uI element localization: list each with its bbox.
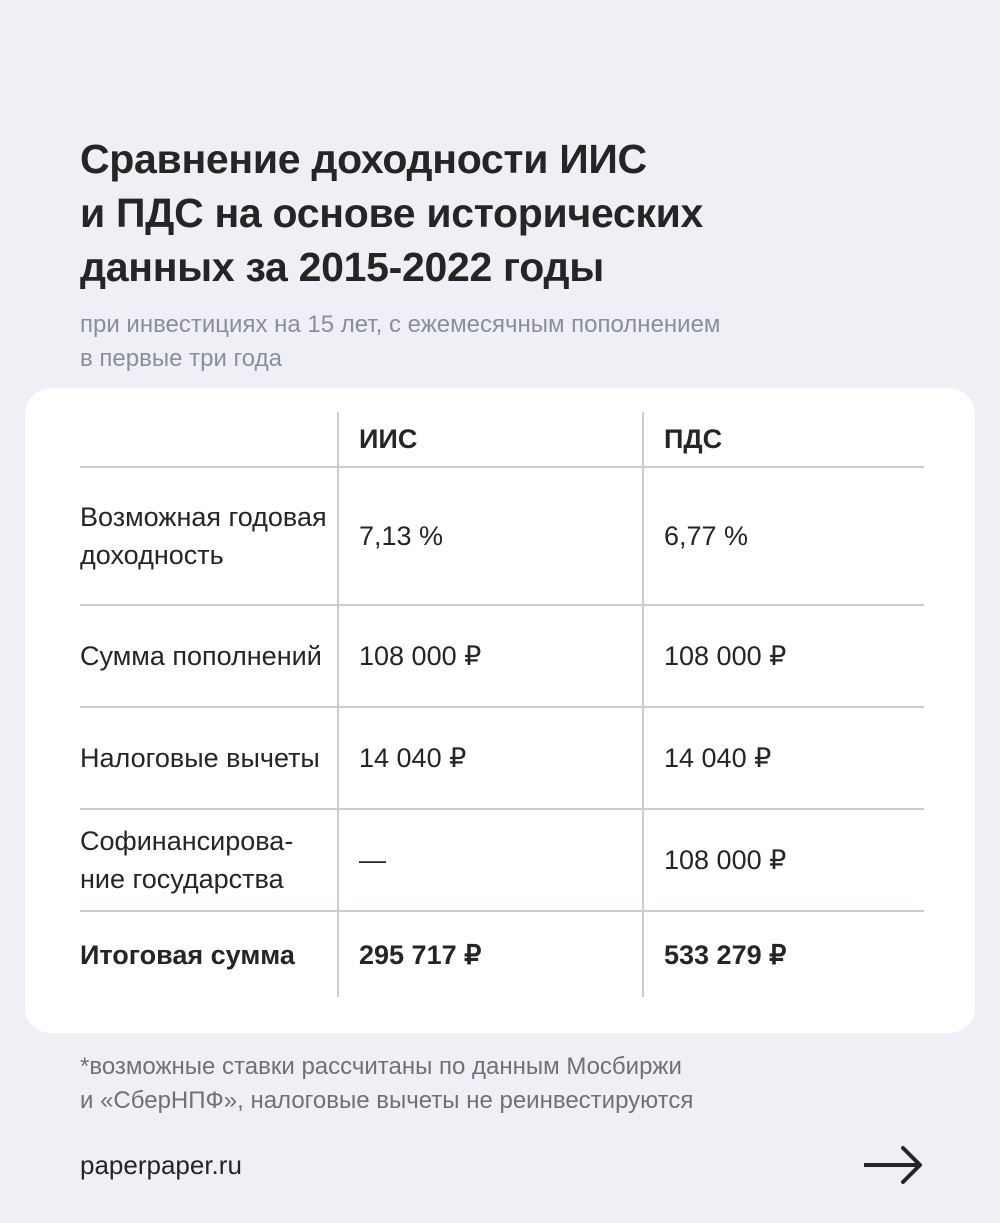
footnote: *возможные ставки рассчитаны по данным М… (80, 1050, 693, 1118)
subtitle: при инвестициях на 15 лет, с ежемесячным… (80, 308, 720, 376)
footnote-line: и «СберНПФ», налоговые вычеты не реинвес… (80, 1087, 694, 1114)
table-row: Возможная годовая доходность 7,13 % 6,77… (80, 466, 924, 605)
comparison-card: ИИС ПДС Возможная годовая доходность 7,1… (25, 388, 975, 1033)
header-pds: ПДС (642, 412, 924, 467)
header-iis: ИИС (337, 412, 643, 467)
row-label: Итоговая сумма (80, 910, 338, 997)
iis-value: 7,13 % (337, 466, 643, 605)
row-label: Налоговые вычеты (80, 706, 338, 809)
row-label: Софинансирова- ние государства (80, 808, 338, 911)
title-line: Сравнение доходности ИИС (80, 136, 647, 182)
arrow-right-icon[interactable] (864, 1145, 924, 1185)
iis-value: 108 000 ₽ (337, 604, 643, 707)
subtitle-line: в первые три года (80, 345, 282, 372)
iis-value: 14 040 ₽ (337, 706, 643, 809)
title-line: и ПДС на основе исторических (80, 190, 704, 236)
subtitle-line: при инвестициях на 15 лет, с ежемесячным… (80, 311, 721, 338)
table-row: Сумма пополнений 108 000 ₽ 108 000 ₽ (80, 604, 924, 707)
title-line: данных за 2015-2022 годы (80, 244, 604, 290)
table-row-total: Итоговая сумма 295 717 ₽ 533 279 ₽ (80, 910, 924, 997)
header-empty (80, 412, 338, 467)
table-row: Налоговые вычеты 14 040 ₽ 14 040 ₽ (80, 706, 924, 809)
page-title: Сравнение доходности ИИС и ПДС на основе… (80, 132, 703, 294)
pds-value: 533 279 ₽ (642, 910, 924, 997)
pds-value: 6,77 % (642, 466, 924, 605)
pds-value: 14 040 ₽ (642, 706, 924, 809)
row-label: Сумма пополнений (80, 604, 338, 707)
iis-value: — (337, 808, 643, 911)
table-header: ИИС ПДС (80, 412, 924, 467)
footnote-line: *возможные ставки рассчитаны по данным М… (80, 1053, 682, 1080)
comparison-table: ИИС ПДС Возможная годовая доходность 7,1… (80, 412, 924, 997)
pds-value: 108 000 ₽ (642, 604, 924, 707)
row-label: Возможная годовая доходность (80, 466, 338, 605)
pds-value: 108 000 ₽ (642, 808, 924, 911)
table-row: Софинансирова- ние государства — 108 000… (80, 808, 924, 911)
iis-value: 295 717 ₽ (337, 910, 643, 997)
site-link[interactable]: paperpaper.ru (80, 1150, 242, 1180)
